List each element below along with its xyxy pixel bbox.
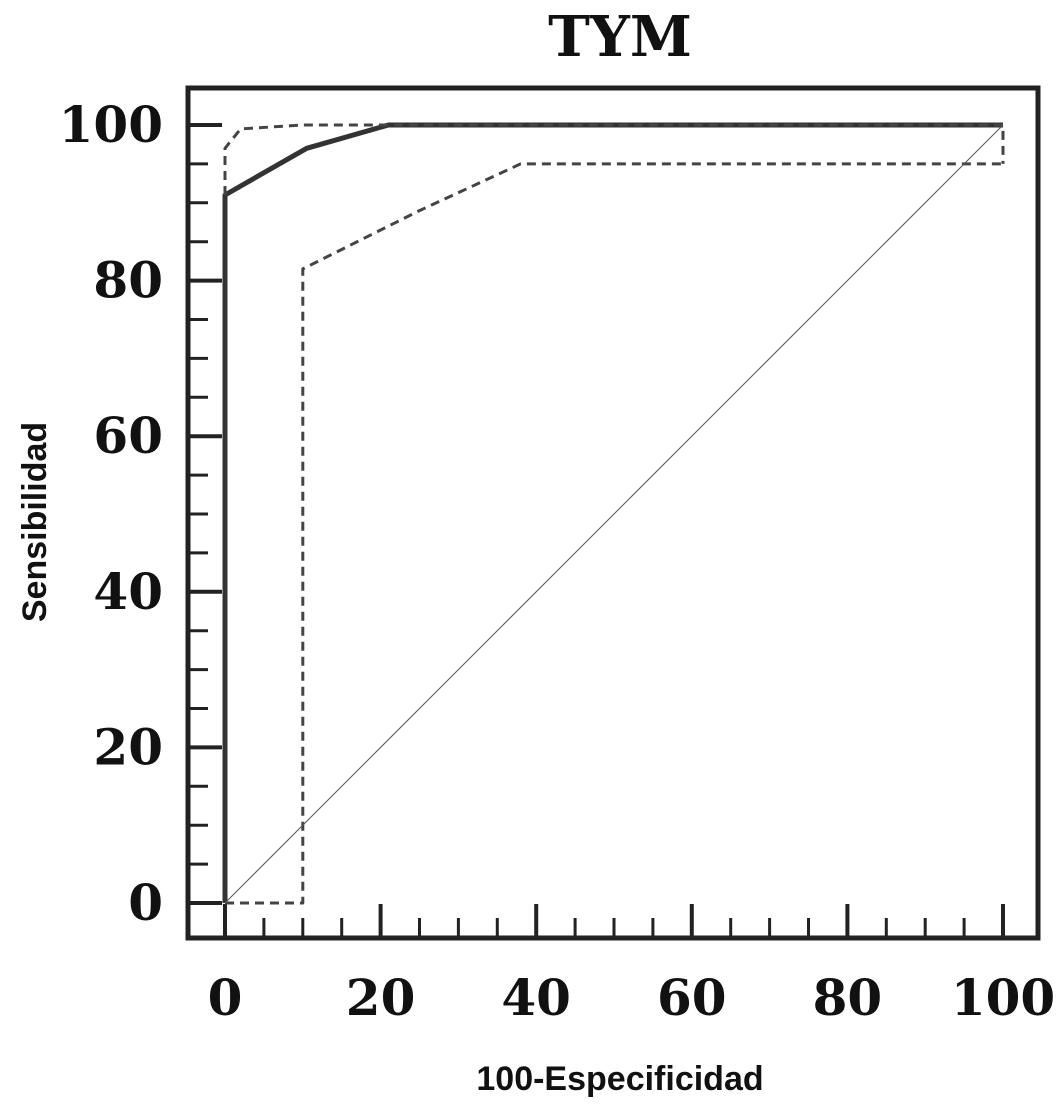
series-lines [222, 122, 1005, 905]
chart-title: TYM [548, 4, 692, 70]
plot-frame [185, 85, 1041, 941]
x-tick-label: 60 [657, 968, 727, 1027]
reference-diagonal [224, 124, 1004, 904]
y-tick-label: 100 [59, 95, 163, 154]
x-tick-label: 0 [208, 968, 243, 1027]
x-axis-label: 100-Especificidad [476, 1060, 763, 1098]
y-tick-label: 0 [128, 873, 163, 932]
x-tick-label: 40 [501, 968, 571, 1027]
y-tick-label: 80 [93, 251, 163, 310]
upper-confidence-bound [223, 123, 1005, 195]
x-tick-label: 80 [813, 968, 883, 1027]
tick-labels: 0 20 40 60 80 100 0 20 40 60 80 100 [59, 95, 1056, 1027]
x-tick-label: 100 [951, 968, 1055, 1027]
lower-confidence-bound [225, 162, 1003, 905]
y-tick-label: 20 [93, 717, 163, 776]
y-tick-label: 60 [93, 406, 163, 465]
y-tick-label: 40 [93, 562, 163, 621]
x-tick-label: 20 [346, 968, 416, 1027]
tick-marks [188, 123, 1005, 938]
y-axis-label: Sensibilidad [16, 422, 54, 622]
